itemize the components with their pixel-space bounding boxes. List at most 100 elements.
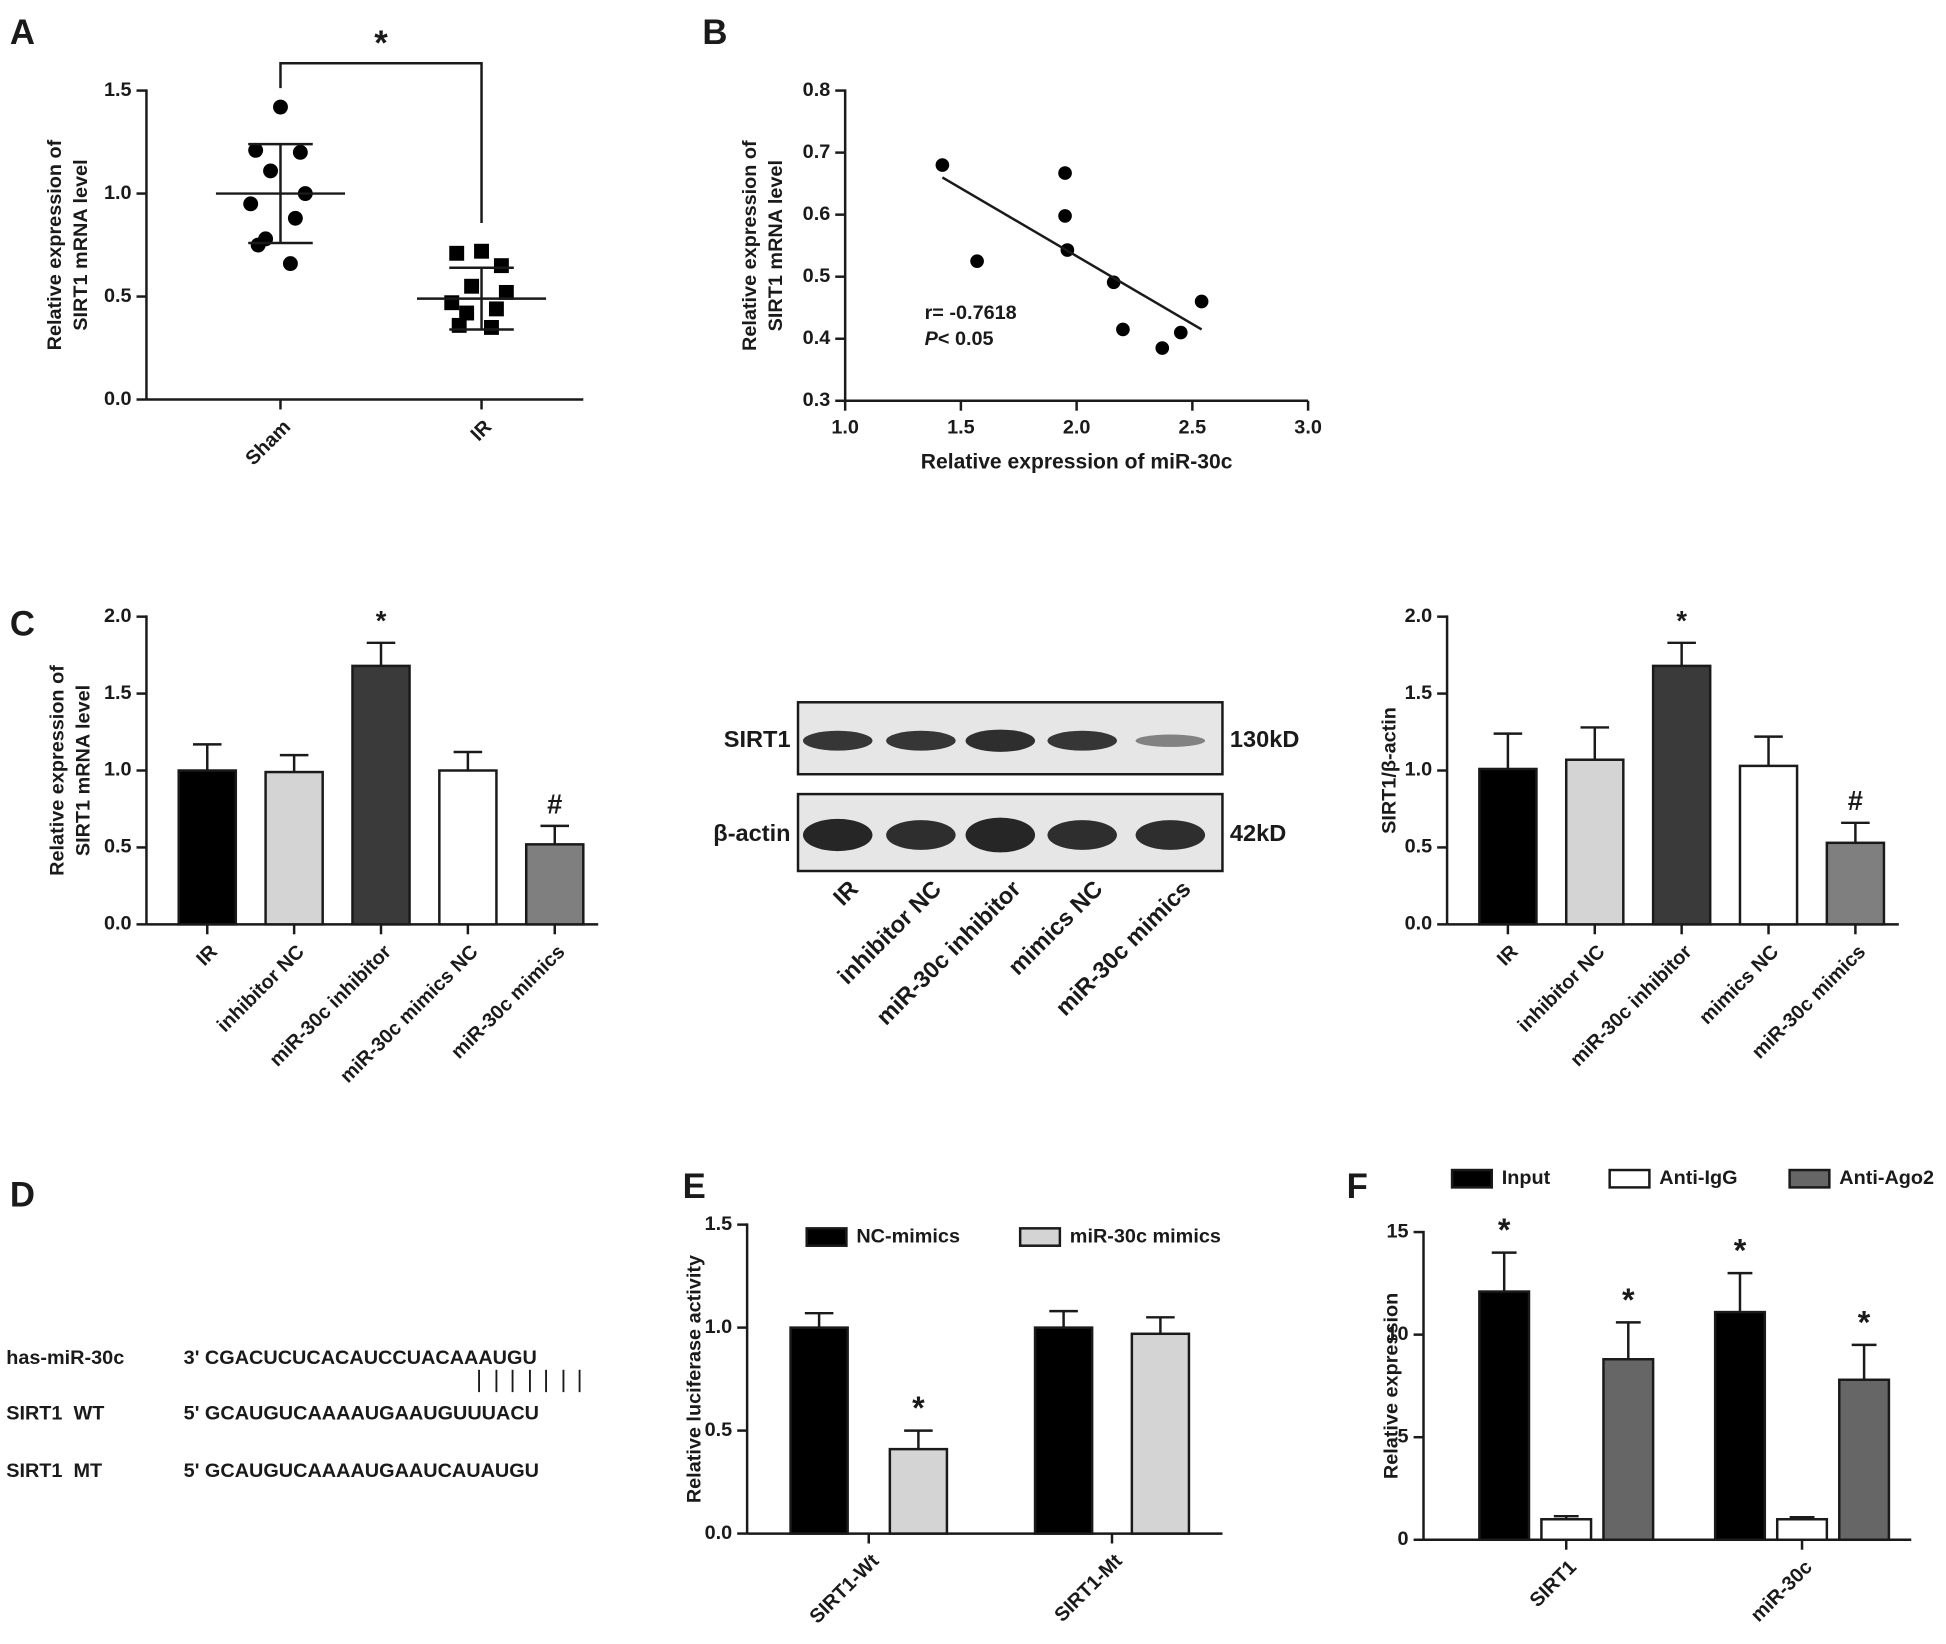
x-tick-label: inhibitor NC xyxy=(213,941,309,1037)
y-tick-label: 1.0 xyxy=(104,759,132,781)
bar xyxy=(524,843,585,926)
blot-row-label: SIRT1 xyxy=(724,726,791,752)
y-tick-label: 1.5 xyxy=(104,79,132,101)
y-axis-label: SIRT1 mRNA level xyxy=(70,159,92,330)
bar xyxy=(1033,1326,1094,1535)
data-point xyxy=(459,305,475,321)
x-tick-label: SIRT1-Wt xyxy=(806,1550,884,1628)
data-point xyxy=(474,243,489,259)
bar xyxy=(1738,764,1799,926)
bar xyxy=(177,769,238,926)
bar xyxy=(438,769,498,926)
data-point xyxy=(287,210,303,226)
bar xyxy=(1838,1378,1891,1542)
y-tick-label: 0.0 xyxy=(705,1522,733,1544)
bar xyxy=(1825,841,1886,926)
data-point xyxy=(263,163,278,179)
data-point xyxy=(484,319,499,335)
blot-band xyxy=(965,817,1036,853)
stat-p: P< 0.05 xyxy=(925,328,994,350)
data-point xyxy=(1155,341,1170,355)
base-pairing-lines xyxy=(478,1369,581,1393)
blot-band xyxy=(965,729,1036,752)
y-tick-label: 1.5 xyxy=(1405,682,1433,704)
y-tick-label: 1.5 xyxy=(104,682,132,704)
y-tick-label: 0.5 xyxy=(104,285,132,307)
significance-mark: * xyxy=(1734,1233,1747,1269)
x-tick-label: IR xyxy=(192,941,222,971)
x-axis-label: Relative expression of miR-30c xyxy=(921,450,1233,473)
x-tick-label: IR xyxy=(467,416,497,446)
blot-band xyxy=(886,820,956,850)
legend-swatch xyxy=(805,1227,848,1247)
significance-mark: * xyxy=(1498,1212,1511,1248)
y-axis-label: Relative expression of xyxy=(44,139,66,350)
panel-letter: D xyxy=(10,1177,35,1215)
blot-row-label: β-actin xyxy=(713,820,790,846)
bar xyxy=(264,770,324,926)
panel-letter: F xyxy=(1347,1168,1368,1206)
x-tick-label: inhibitor NC xyxy=(1514,941,1610,1037)
significance-mark: * xyxy=(912,1390,925,1426)
significance-mark: * xyxy=(1858,1305,1871,1341)
y-tick-label: 1.0 xyxy=(1405,759,1433,781)
data-point xyxy=(1116,322,1130,337)
y-axis-label: SIRT1/β-actin xyxy=(1378,707,1400,834)
sequence-name: has-miR-30c xyxy=(6,1347,124,1369)
blot-size-label: 42kD xyxy=(1230,820,1286,846)
y-tick-label: 0.7 xyxy=(803,141,831,163)
y-tick-label: 2.0 xyxy=(104,605,132,627)
significance-mark: * xyxy=(1622,1282,1635,1318)
x-tick-label: mimics NC xyxy=(1695,941,1783,1029)
x-tick-label: SIRT1 xyxy=(1526,1556,1581,1611)
data-point xyxy=(292,144,308,160)
bar xyxy=(789,1326,849,1535)
blot-lane-label: IR xyxy=(828,875,863,910)
y-tick-label: 1.5 xyxy=(705,1213,733,1235)
data-point xyxy=(1194,294,1209,309)
y-tick-label: 0.3 xyxy=(803,389,831,411)
x-tick-label: 2.0 xyxy=(1063,416,1091,438)
y-axis-label: SIRT1 mRNA level xyxy=(765,160,787,331)
significance-mark: * xyxy=(376,605,387,636)
y-tick-label: 0.5 xyxy=(705,1419,733,1441)
bar xyxy=(1602,1358,1655,1542)
y-axis-label: Relative luciferase activity xyxy=(683,1255,705,1503)
panel-letter: B xyxy=(702,14,727,52)
stat-r: r= -0.7618 xyxy=(925,302,1017,324)
x-tick-label: 1.5 xyxy=(947,416,975,438)
regression-line xyxy=(941,176,1203,331)
bar xyxy=(1478,767,1538,926)
y-axis-label: SIRT1 mRNA level xyxy=(73,685,95,856)
y-tick-label: 0.6 xyxy=(803,203,831,225)
blot-band xyxy=(802,730,873,751)
y-tick-label: 1.0 xyxy=(705,1316,733,1338)
data-point xyxy=(282,256,298,272)
blot-band xyxy=(1135,734,1206,747)
y-tick-label: 1.0 xyxy=(104,182,132,204)
y-tick-label: 0 xyxy=(1398,1528,1409,1550)
x-tick-label: 1.0 xyxy=(831,416,859,438)
data-point xyxy=(248,142,264,158)
legend-label: miR-30c mimics xyxy=(1070,1225,1221,1247)
data-point xyxy=(1173,325,1188,340)
data-point xyxy=(1058,166,1072,180)
data-point xyxy=(273,99,288,115)
data-point xyxy=(488,301,504,317)
legend-label: NC-mimics xyxy=(856,1225,960,1247)
y-tick-label: 0.0 xyxy=(1405,913,1433,935)
data-point xyxy=(243,196,259,212)
x-tick-label: SIRT1-Mt xyxy=(1050,1550,1127,1627)
data-point xyxy=(449,245,465,261)
legend-label: Anti-Ago2 xyxy=(1839,1167,1934,1189)
data-point xyxy=(464,278,480,294)
bar xyxy=(1651,664,1712,926)
significance-bracket xyxy=(279,62,483,224)
x-tick-label: IR xyxy=(1493,941,1523,971)
y-tick-label: 0.0 xyxy=(104,913,132,935)
legend-swatch xyxy=(1608,1168,1651,1189)
blot-band xyxy=(802,818,873,852)
